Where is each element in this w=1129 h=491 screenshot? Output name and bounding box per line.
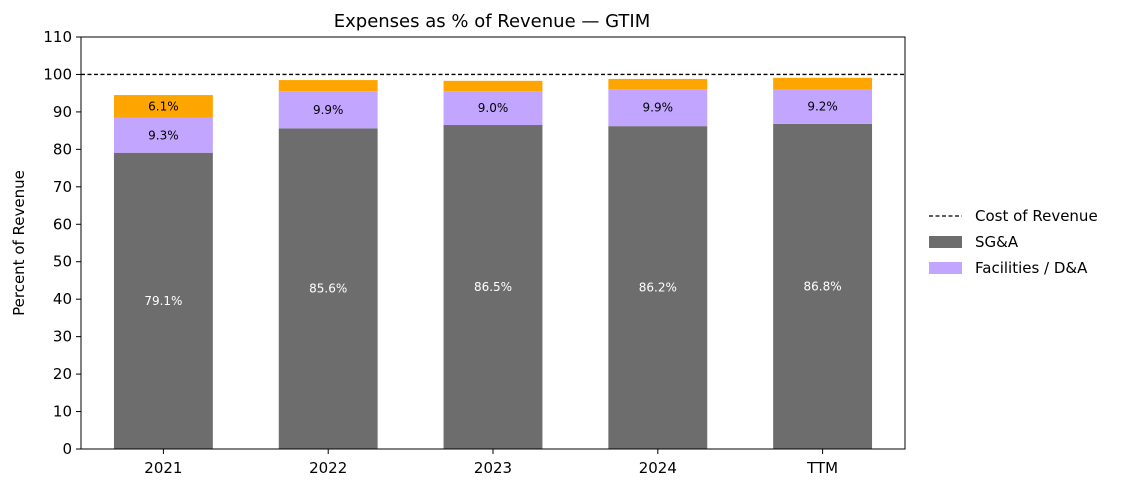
y-tick-label: 40: [53, 290, 72, 308]
data-label: 6.1%: [148, 99, 179, 113]
y-tick-label: 110: [43, 28, 72, 46]
data-label: 9.9%: [313, 103, 344, 117]
data-label: 86.5%: [474, 280, 512, 294]
bar-segment: [443, 91, 543, 126]
data-label: 9.0%: [478, 101, 509, 115]
bar-segment: [773, 123, 873, 450]
x-tick-label: TTM: [806, 459, 838, 477]
legend-label: Cost of Revenue: [975, 207, 1098, 225]
bar-segment: [113, 152, 213, 449]
bar-segment: [278, 128, 378, 449]
legend-label: Facilities / D&A: [975, 259, 1088, 277]
bar-segment: [443, 125, 543, 449]
bar-segment: [113, 117, 213, 153]
y-tick-label: 90: [53, 103, 72, 121]
data-label: 85.6%: [309, 282, 347, 296]
legend-swatch: [929, 236, 962, 248]
y-tick-label: 70: [53, 178, 72, 196]
legend: Cost of Revenue SG&A Facilities / D&A: [929, 207, 1098, 277]
y-tick-label: 30: [53, 328, 72, 346]
bar-segment: [608, 78, 708, 90]
y-tick-label: 60: [53, 215, 72, 233]
data-labels-layer: 79.1% 9.3% 6.1% 85.6% 9.9% 86.5% 9.0% 86.2% 9.9%…: [144, 99, 841, 307]
y-tick-label: 0: [62, 440, 72, 458]
x-tick-label: 2022: [309, 459, 347, 477]
axes-layer: 0 10 20 30 40 50 60 70 80 90 100 110 2021 2022 2023 202…: [43, 28, 906, 477]
data-label: 9.2%: [807, 100, 838, 114]
data-label: 9.9%: [643, 101, 674, 115]
x-tick-label: 2023: [474, 459, 512, 477]
bar-segment: [608, 126, 708, 449]
data-label: 86.2%: [639, 281, 677, 295]
legend-swatch: [929, 262, 962, 274]
bar-segment: [443, 80, 543, 92]
bar-segment: [773, 89, 873, 124]
bar-segment: [278, 80, 378, 92]
legend-label: SG&A: [975, 233, 1019, 251]
chart-title: Expenses as % of Revenue — GTIM: [334, 11, 651, 32]
bars-layer: [113, 77, 873, 450]
bar-segment: [113, 95, 213, 118]
y-tick-label: 20: [53, 365, 72, 383]
y-axis-label: Percent of Revenue: [10, 170, 28, 316]
data-label: 86.8%: [804, 279, 842, 293]
data-label: 9.3%: [148, 128, 179, 142]
bar-segment: [773, 77, 873, 90]
y-tick-label: 80: [53, 140, 72, 158]
bar-segment: [608, 89, 708, 127]
x-tick-label: 2021: [144, 459, 182, 477]
bar-segment: [278, 91, 378, 129]
y-tick-label: 50: [53, 253, 72, 271]
y-tick-label: 10: [53, 403, 72, 421]
x-tick-label: 2024: [639, 459, 677, 477]
y-tick-label: 100: [43, 65, 72, 83]
data-label: 79.1%: [144, 294, 182, 308]
